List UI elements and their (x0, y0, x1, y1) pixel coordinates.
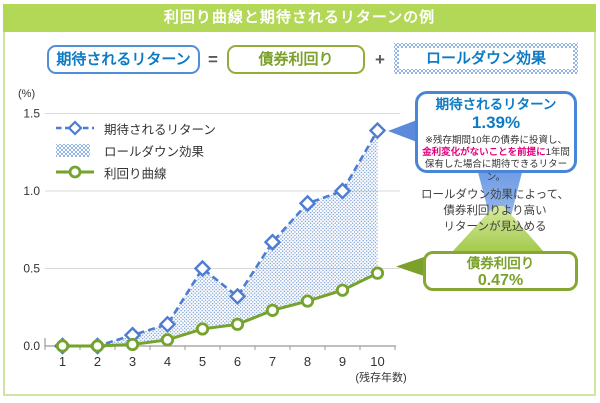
svg-text:10: 10 (370, 354, 384, 369)
svg-text:5: 5 (199, 354, 206, 369)
legend-label-expected-return: 期待されるリターン (104, 122, 216, 137)
formula-term-rolldown-label: ロールダウン効果 (399, 48, 573, 69)
equals-sign: = (208, 50, 218, 69)
legend-solid-circle-line-icon (56, 164, 94, 180)
legend-dotted-swatch-icon (56, 143, 94, 157)
expected-return-callout: 期待されるリターン 1.39% ※残存期間10年の債券に投資し、 金利変化がない… (415, 91, 577, 183)
callout-note-line1: ※残存期間10年の債券に投資し、 (424, 134, 568, 146)
legend-item-yield-curve: 利回り曲線 (56, 161, 216, 183)
formula-term-expected-return: 期待されるリターン (47, 45, 200, 74)
callout-note-highlight: 金利変化がないことを前提に (422, 147, 546, 159)
callout-note-line2-rest: 1年間 (545, 147, 570, 159)
legend-label-rolldown: ロールダウン効果 (104, 144, 205, 159)
svg-text:8: 8 (304, 354, 311, 369)
callout-note-line3: 保有した場合に期待できるリターン。 (424, 159, 568, 183)
page-title: 利回り曲線と期待されるリターンの例 (3, 4, 596, 32)
legend-item-expected-return: 期待されるリターン (56, 117, 216, 139)
svg-text:1.5: 1.5 (23, 107, 40, 121)
svg-text:6: 6 (234, 354, 241, 369)
legend-label-yield-curve: 利回り曲線 (104, 166, 167, 181)
legend-dashed-diamond-line-icon (56, 120, 94, 136)
svg-text:4: 4 (164, 354, 171, 369)
rolldown-note-line1: ロールダウン効果によって、 (420, 189, 569, 201)
bond-yield-callout-value: 0.47% (477, 271, 524, 289)
expected-return-callout-value: 1.39% (471, 113, 521, 133)
formula-term-bond-yield: 債券利回り (227, 45, 365, 74)
svg-text:0.5: 0.5 (23, 262, 40, 276)
expected-return-callout-title: 期待されるリターン (435, 97, 557, 112)
svg-text:1: 1 (59, 354, 66, 369)
plus-sign: + (375, 50, 385, 69)
rolldown-note-line3: リターンが見込める (443, 221, 547, 234)
legend-item-rolldown: ロールダウン効果 (56, 139, 216, 161)
svg-text:7: 7 (269, 354, 276, 369)
bond-yield-callout-title: 債券利回り (466, 256, 535, 271)
rolldown-effect-note: ロールダウン効果によって、 債券利回りより高い リターンが見込める (415, 187, 575, 235)
svg-text:2: 2 (94, 354, 101, 369)
expected-return-callout-note: ※残存期間10年の債券に投資し、 金利変化がないことを前提に1年間 保有した場合… (418, 135, 574, 184)
formula-term-rolldown-effect: ロールダウン効果 (394, 43, 578, 74)
bond-yield-callout: 債券利回り 0.47% (423, 251, 578, 291)
chart-legend: 期待されるリターン ロールダウン効果 利回り曲線 (56, 117, 216, 183)
svg-text:9: 9 (339, 354, 346, 369)
rolldown-note-line2: 債券利回りより高い (443, 205, 547, 218)
svg-text:(残存年数): (残存年数) (355, 370, 406, 384)
svg-text:3: 3 (129, 354, 136, 369)
svg-text:(%): (%) (18, 88, 35, 100)
svg-text:0.0: 0.0 (23, 339, 40, 353)
callout-note-line2: 金利変化がないことを前提に1年間 (418, 147, 574, 159)
svg-text:1.0: 1.0 (23, 184, 40, 198)
